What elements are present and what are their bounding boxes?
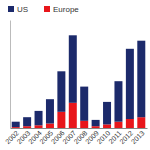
x-axis: 2002200320042005200620072008200920102011… [4,128,147,145]
bar [69,35,77,103]
legend-label: Europe [53,5,79,14]
plot: 2002200320042005200620072008200920102011… [4,21,147,146]
bar [80,121,88,128]
bar [80,87,88,121]
bar [126,119,134,128]
chart: 2002200320042005200620072008200920102011… [0,0,150,150]
x-tick: 2013 [130,128,146,145]
bar [12,122,20,127]
bar [35,125,43,128]
bar [69,103,77,128]
bar [126,49,134,119]
bar [23,117,31,126]
bar [46,124,54,129]
bar [23,126,31,128]
bar [35,111,43,125]
bar [114,81,122,122]
bars [12,35,146,128]
x-tick-label: 2013 [130,129,146,145]
legend-item: Europe [44,5,79,14]
legend-label: US [17,5,28,14]
y-axis-line [10,21,11,129]
bar [103,102,111,125]
legend-swatch [44,6,50,12]
bar [92,126,100,128]
bar [137,117,145,128]
bar [57,71,65,112]
bar [114,122,122,128]
y-axis [10,21,11,129]
legend-item: US [8,5,28,14]
legend: US Europe [8,5,79,14]
bar [46,99,54,123]
bar [57,112,65,128]
bar [92,120,100,126]
bar [103,124,111,128]
x-axis-line [11,128,148,129]
bar [137,41,145,118]
legend-swatch [8,6,14,12]
